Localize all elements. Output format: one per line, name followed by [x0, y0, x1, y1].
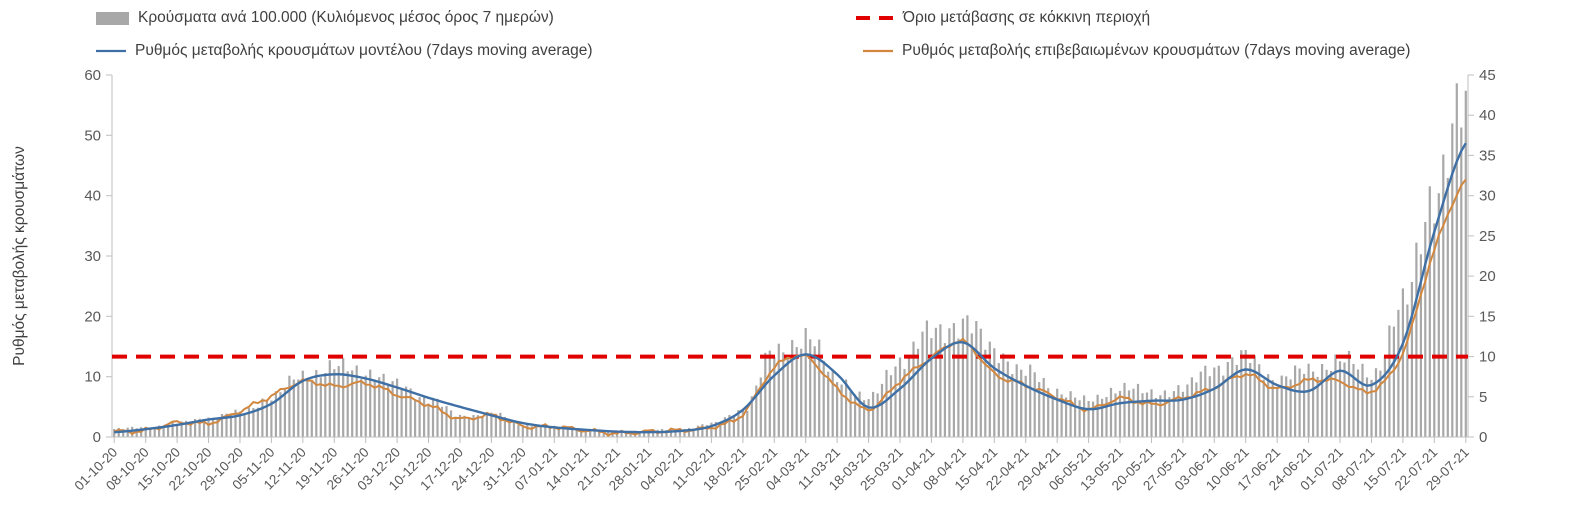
axes [106, 74, 1474, 443]
svg-text:10: 10 [1479, 349, 1496, 366]
legend-label-cases-per-100k: Κρούσματα ανά 100.000 (Κυλιόμενος μέσος … [138, 9, 554, 26]
svg-text:40: 40 [1479, 107, 1496, 124]
svg-text:50: 50 [84, 127, 101, 144]
svg-text:40: 40 [84, 188, 101, 205]
x-axis-labels: 01-10-2008-10-2015-10-2022-10-2029-10-20… [71, 445, 1471, 494]
bars-series [113, 83, 1467, 438]
legend-label-confirmed-rate: Ρυθμός μεταβολής επιβεβαιωμένων κρουσμάτ… [902, 42, 1411, 59]
confirmed-line [113, 178, 1467, 437]
svg-text:20: 20 [1479, 268, 1496, 285]
bar-swatch-icon [96, 11, 129, 25]
svg-text:30: 30 [84, 248, 101, 265]
svg-text:10: 10 [84, 369, 101, 386]
svg-text:25: 25 [1479, 228, 1496, 245]
y-axis-left-labels: 0 10 20 30 40 50 60 [84, 67, 101, 446]
model-line [114, 142, 1467, 434]
legend-item-confirmed-rate: Ρυθμός μεταβολής επιβεβαιωμένων κρουσμάτ… [863, 42, 1410, 60]
svg-text:0: 0 [93, 429, 101, 446]
y-axis-title: Ρυθμός μεταβολής κρουσμάτων [11, 146, 28, 366]
chart-legend: Κρούσματα ανά 100.000 (Κυλιόμενος μέσος … [0, 0, 1583, 70]
legend-item-model-rate: Ρυθμός μεταβολής κρουσμάτων μοντέλου (7d… [96, 42, 593, 60]
blue-line-swatch-icon [96, 49, 126, 53]
legend-label-model-rate: Ρυθμός μεταβολής κρουσμάτων μοντέλου (7d… [135, 42, 593, 59]
svg-text:0: 0 [1479, 429, 1487, 446]
legend-item-cases-per-100k: Κρούσματα ανά 100.000 (Κυλιόμενος μέσος … [96, 9, 554, 27]
svg-text:5: 5 [1479, 389, 1487, 406]
svg-text:60: 60 [84, 67, 101, 84]
svg-text:20: 20 [84, 308, 101, 325]
dashed-line-swatch-icon [856, 16, 894, 20]
legend-label-threshold: Όριο μετάβασης σε κόκκινη περιοχή [903, 9, 1151, 26]
orange-line-swatch-icon [863, 49, 893, 53]
svg-text:30: 30 [1479, 188, 1496, 205]
svg-text:15: 15 [1479, 308, 1496, 325]
y-axis-right-labels: 0 5 10 15 20 25 30 35 40 45 [1479, 67, 1496, 446]
svg-text:35: 35 [1479, 147, 1496, 164]
legend-item-threshold: Όριο μετάβασης σε κόκκινη περιοχή [856, 9, 1150, 27]
svg-text:45: 45 [1479, 67, 1496, 84]
